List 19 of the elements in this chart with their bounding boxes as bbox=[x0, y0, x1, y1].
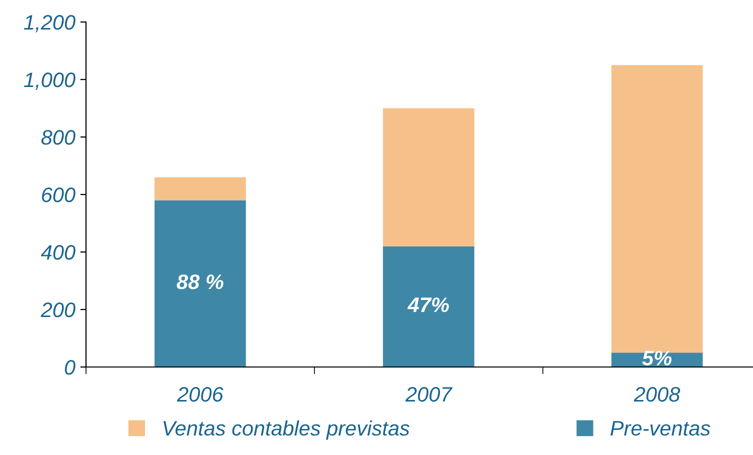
annotation: 5% bbox=[642, 350, 672, 366]
y-tick-label: 600 bbox=[42, 188, 76, 202]
x-tick-label: 2008 bbox=[634, 386, 680, 402]
annotation: 47% bbox=[407, 298, 449, 312]
legend-label: Pre-ventas bbox=[610, 421, 710, 436]
y-tick-label: 0 bbox=[64, 360, 76, 375]
y-tick-label: 1,000 bbox=[24, 72, 76, 90]
bar bbox=[154, 200, 246, 367]
annotation: 88 % bbox=[176, 274, 224, 290]
y-tick-label: 800 bbox=[41, 130, 76, 145]
bar bbox=[382, 108, 474, 246]
x-tick-label: 2006 bbox=[176, 386, 224, 402]
legend-label: Ventas contables previstas bbox=[164, 420, 410, 440]
bar bbox=[382, 246, 474, 367]
y-tick-label: 400 bbox=[40, 245, 76, 260]
y-tick-label: 1,200 bbox=[24, 15, 76, 32]
bar bbox=[154, 177, 246, 200]
x-tick-label: 2007 bbox=[405, 386, 452, 402]
y-tick-label: 200 bbox=[40, 302, 76, 318]
